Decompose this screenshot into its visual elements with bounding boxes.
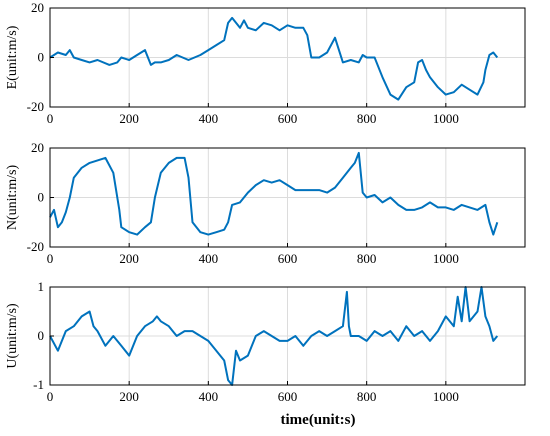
y-tick-label: -1: [33, 377, 44, 392]
x-tick-label: 600: [278, 251, 298, 266]
x-tick-label: 0: [47, 111, 54, 126]
series-line: [49, 16, 499, 101]
x-tick-label: 400: [199, 111, 219, 126]
y-tick-label: 20: [31, 140, 44, 155]
x-tick-label: 0: [47, 251, 54, 266]
x-tick-label: 1000: [433, 389, 459, 404]
y-tick-label: 20: [31, 0, 44, 15]
series-line: [49, 151, 499, 236]
x-tick-label: 0: [47, 389, 54, 404]
x-tick-label: 800: [357, 389, 377, 404]
x-tick-label: 600: [278, 111, 298, 126]
x-tick-label: 600: [278, 389, 298, 404]
x-tick-label: 400: [199, 251, 219, 266]
y-axis-label: U(unit:m/s): [5, 303, 20, 369]
y-tick-label: -20: [27, 99, 44, 114]
x-tick-label: 800: [357, 251, 377, 266]
x-tick-label: 400: [199, 389, 219, 404]
y-axis-label: N(unit:m/s): [5, 165, 20, 231]
series-line: [49, 286, 499, 386]
x-axis-label: time(unit:s): [281, 412, 356, 428]
x-tick-label: 200: [119, 111, 139, 126]
y-tick-label: 0: [38, 190, 45, 205]
x-tick-label: 1000: [433, 111, 459, 126]
y-tick-label: 1: [38, 279, 45, 294]
y-tick-label: 0: [38, 50, 45, 65]
x-tick-label: 1000: [433, 251, 459, 266]
y-tick-label: 0: [38, 328, 45, 343]
y-axis-label: E(unit:m/s): [5, 25, 20, 89]
x-tick-label: 200: [119, 251, 139, 266]
x-tick-label: 800: [357, 111, 377, 126]
x-tick-label: 200: [119, 389, 139, 404]
y-tick-label: -20: [27, 239, 44, 254]
